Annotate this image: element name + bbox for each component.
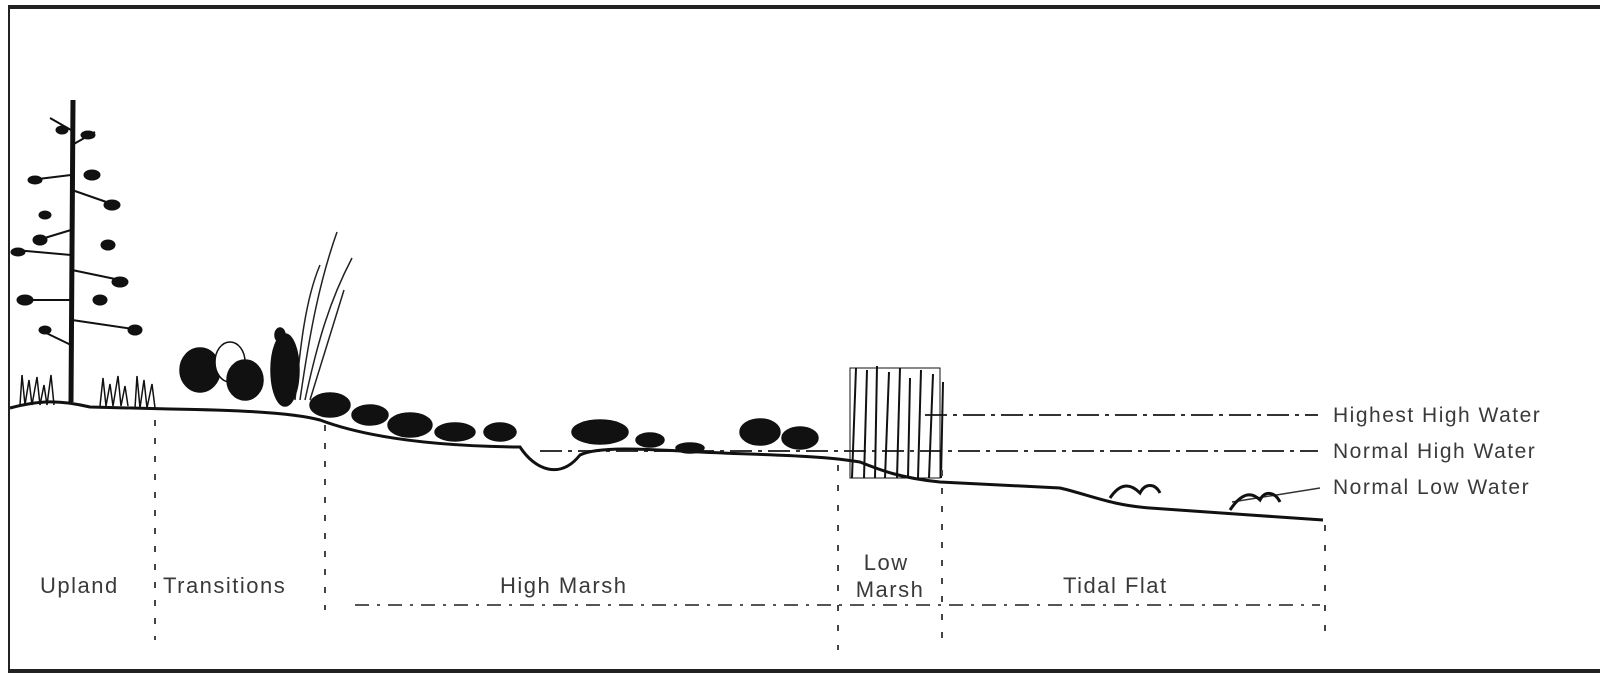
zone-label-low-marsh: Low Marsh <box>856 550 925 602</box>
zone-label-transition: Transitions <box>163 573 286 598</box>
tree-illustration <box>10 99 143 403</box>
zone-label-low-marsh-line1: Low <box>864 550 909 575</box>
level-label-normal-low-water: Normal Low Water <box>1333 476 1530 499</box>
level-label-normal-high-water: Normal High Water <box>1333 440 1536 463</box>
zone-label-upland: Upland <box>40 573 119 598</box>
reed-illustration <box>294 231 353 401</box>
level-label-highest-high-water: Highest High Water <box>1333 404 1541 427</box>
zone-label-high-marsh: High Marsh <box>500 573 627 598</box>
zone-label-low-marsh-line2: Marsh <box>856 577 925 602</box>
ground-profile <box>9 400 1324 522</box>
zone-label-tidal-flat: Tidal Flat <box>1063 573 1168 598</box>
vegetation-illustration <box>19 327 1282 511</box>
